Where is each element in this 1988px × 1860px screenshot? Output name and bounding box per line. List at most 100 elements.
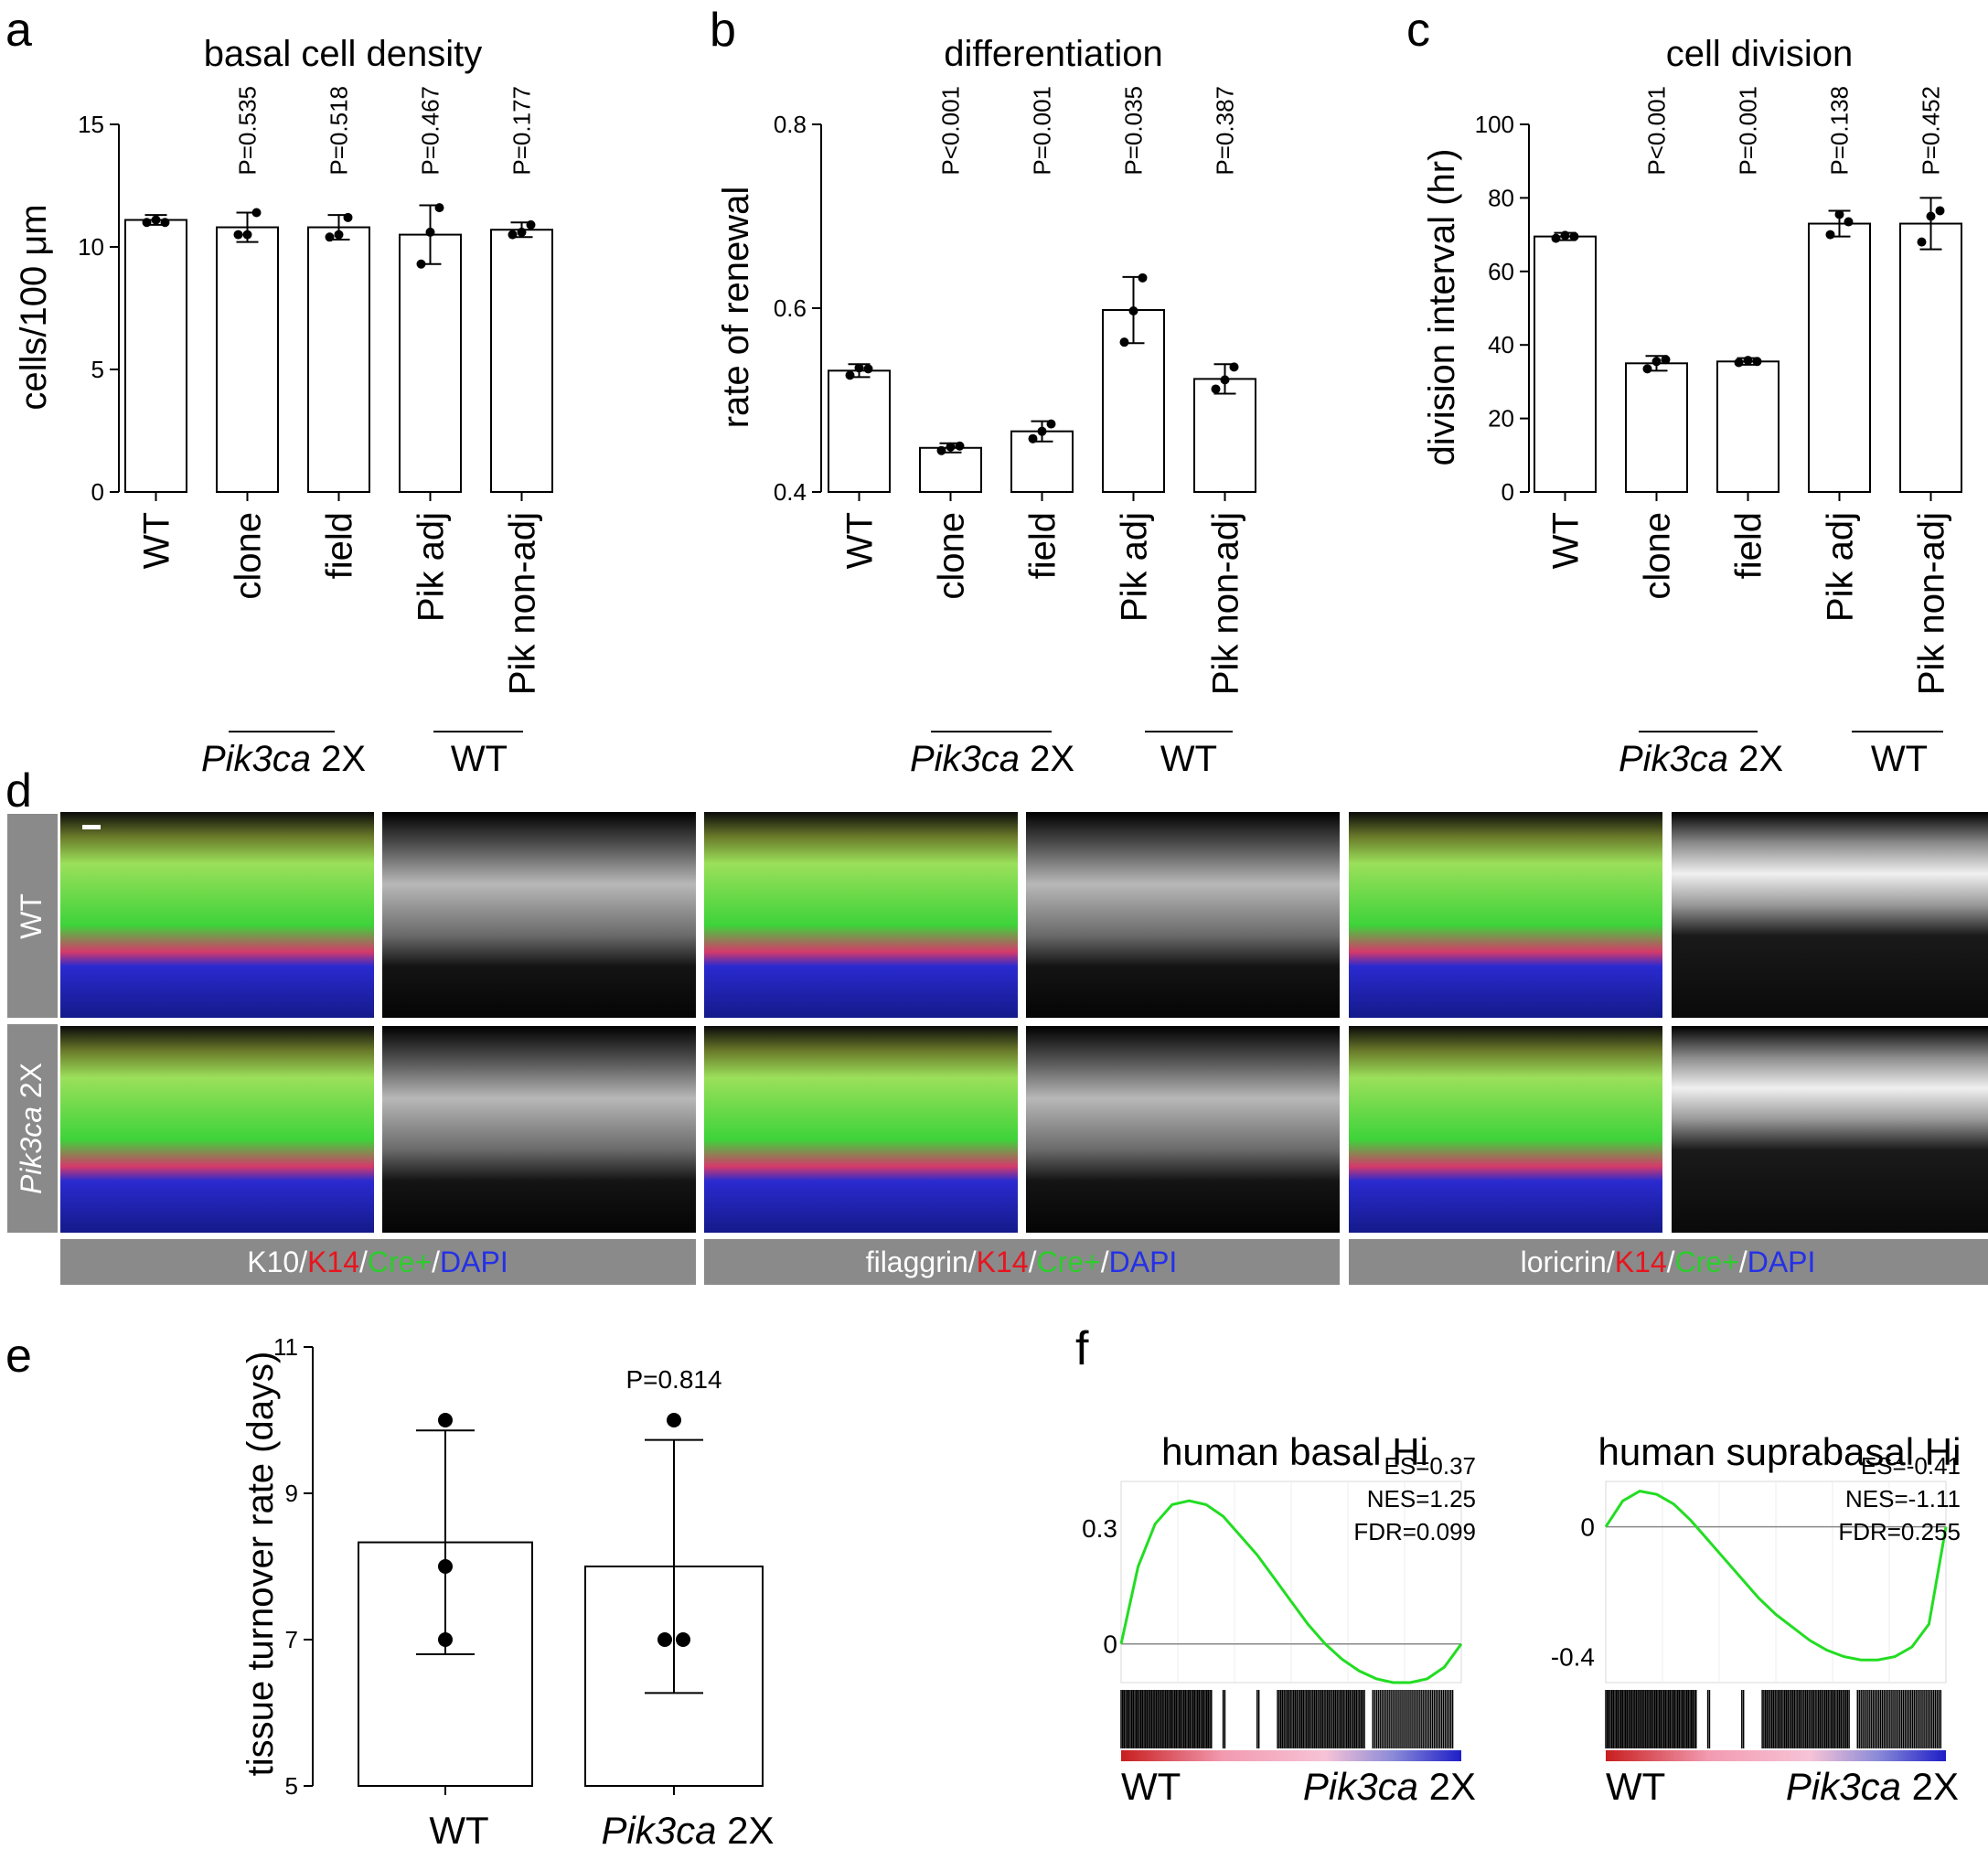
stain-k14-label: K14 <box>1615 1245 1667 1278</box>
gsea-x-label-wt: WT <box>1121 1765 1181 1808</box>
data-point <box>946 442 956 452</box>
group-label-suffix: 2X <box>1020 739 1074 779</box>
group-label-suffix: 2X <box>311 739 366 779</box>
data-point <box>863 364 873 374</box>
x-category-label: WT <box>137 512 177 569</box>
gsea-y-tick-label: 0.3 <box>1082 1514 1117 1543</box>
x-category-gene: Pik3ca <box>601 1809 716 1852</box>
group-label-gene: Pik3ca <box>201 739 311 779</box>
gsea-title: human suprabasal Hi <box>1598 1430 1961 1473</box>
stain-sep: / <box>1667 1245 1675 1278</box>
chart-title: cell division <box>1666 34 1854 74</box>
data-point <box>955 441 965 451</box>
data-point <box>425 227 435 237</box>
data-point <box>242 230 252 240</box>
x-category-label: field <box>1023 512 1063 579</box>
panel-letter-b: b <box>710 4 736 57</box>
stain-sep: / <box>1101 1245 1109 1278</box>
bar <box>399 233 462 493</box>
p-value-label: P=0.814 <box>625 1365 721 1394</box>
y-tick-label: 15 <box>78 111 104 138</box>
micrograph-wt-filaggrin-merge <box>704 812 1018 1018</box>
x-category-label: Pik non-adj <box>1912 512 1952 695</box>
y-tick-label: 0 <box>91 478 104 506</box>
data-point <box>517 227 527 237</box>
y-tick-label: 0.8 <box>774 111 807 138</box>
data-point <box>1028 433 1038 444</box>
gsea-enrichment-line <box>1604 1490 1948 1662</box>
p-value-label: P=0.452 <box>1918 86 1945 176</box>
stain-sep: / <box>1607 1245 1615 1278</box>
data-point <box>1825 230 1835 240</box>
p-value-label: P<0.001 <box>1643 86 1671 176</box>
bar <box>919 446 982 494</box>
stain-cre-label: Cre+ <box>1675 1245 1739 1278</box>
gsea-y-tick-label: -0.4 <box>1551 1643 1595 1672</box>
gsea-stat-label: ES=0.37 <box>1384 1452 1476 1480</box>
micrograph-wt-loricrin-gray <box>1672 812 1988 1018</box>
x-category-label: WT <box>1546 512 1587 569</box>
gsea-title: human basal Hi <box>1161 1430 1428 1473</box>
microscopy-panel: WT Pik3ca 2X K10/K14/Cre+/DAPI filaggrin… <box>7 812 1988 1285</box>
gsea-y-tick-label: 0 <box>1580 1513 1595 1542</box>
data-point <box>676 1632 690 1647</box>
y-tick-label: 80 <box>1488 184 1514 211</box>
gsea-stat-label: NES=-1.11 <box>1845 1485 1961 1513</box>
x-category-label: Pik non-adj <box>1206 512 1246 695</box>
data-point <box>1935 206 1945 216</box>
data-point <box>325 232 335 242</box>
stain-sep: / <box>432 1245 440 1278</box>
p-value-label: P=0.138 <box>1826 86 1854 176</box>
gsea-x-label-suffix: 2X <box>1901 1765 1959 1808</box>
y-tick-label: 10 <box>78 233 104 261</box>
panel-letter-e: e <box>5 1330 32 1383</box>
chart-title: differentiation <box>944 34 1162 74</box>
group-label-pik3ca: Pik3ca 2X <box>910 739 1074 779</box>
stain-k14-label: K14 <box>307 1245 359 1278</box>
data-point <box>657 1632 672 1647</box>
panel-letter-d: d <box>5 764 32 818</box>
y-tick-label: 60 <box>1488 258 1514 285</box>
data-point <box>1046 419 1056 429</box>
bar <box>828 369 891 493</box>
stain-k14-label: K14 <box>977 1245 1029 1278</box>
micrograph-wt-filaggrin-gray <box>1026 812 1340 1018</box>
stain-caption-bar-k10 <box>60 1239 696 1285</box>
x-category-label: Pik adj <box>1821 512 1861 622</box>
x-category-label: Pik non-adj <box>503 512 543 695</box>
x-category-label: field <box>320 512 360 579</box>
group-label-pik3ca: Pik3ca 2X <box>1619 739 1783 779</box>
data-point <box>438 1559 453 1574</box>
gsea-plot-basal: human basal Hi 0 0.3 ES=0.37 NES=1.25 FDR=0.0… <box>1082 1430 1476 1808</box>
data-point <box>1220 375 1230 385</box>
data-point <box>416 259 426 269</box>
bar-chart-basal-cell-density: basal cell density cells/100 μm 0 5 10 15 WT P=… <box>14 34 553 779</box>
data-point <box>1844 217 1854 227</box>
group-label-suffix: 2X <box>1728 739 1783 779</box>
data-point <box>1917 237 1927 247</box>
gsea-x-label-pik3ca: Pik3ca 2X <box>1786 1765 1959 1808</box>
data-point <box>438 1632 453 1647</box>
p-value-label: P<0.001 <box>937 86 965 176</box>
data-point <box>438 1413 453 1427</box>
gsea-x-label-gene: Pik3ca <box>1303 1765 1418 1808</box>
gsea-x-label-wt: WT <box>1606 1765 1665 1808</box>
p-value-label: P=0.535 <box>234 86 262 176</box>
gsea-stat-label: FDR=0.255 <box>1838 1518 1961 1545</box>
stain-caption-bar-loricrin <box>1349 1239 1988 1285</box>
data-point <box>1569 231 1579 241</box>
group-label-pik3ca: Pik3ca 2X <box>201 739 366 779</box>
group-label-gene: Pik3ca <box>1619 739 1728 779</box>
micrograph-wt-k10-gray <box>382 812 696 1018</box>
y-tick-label: 0.6 <box>774 294 807 322</box>
micrograph-pik3ca-loricrin-merge <box>1349 1026 1662 1233</box>
data-point <box>151 215 161 225</box>
stain-sep: / <box>359 1245 368 1278</box>
data-point <box>334 230 344 240</box>
gsea-rank-gradient <box>1121 1750 1461 1761</box>
stain-caption-k10: K10/K14/Cre+/DAPI <box>247 1245 508 1278</box>
micrograph-wt-k10-merge <box>60 812 374 1018</box>
stain-dapi-label: DAPI <box>1748 1245 1816 1278</box>
data-point <box>508 230 518 240</box>
